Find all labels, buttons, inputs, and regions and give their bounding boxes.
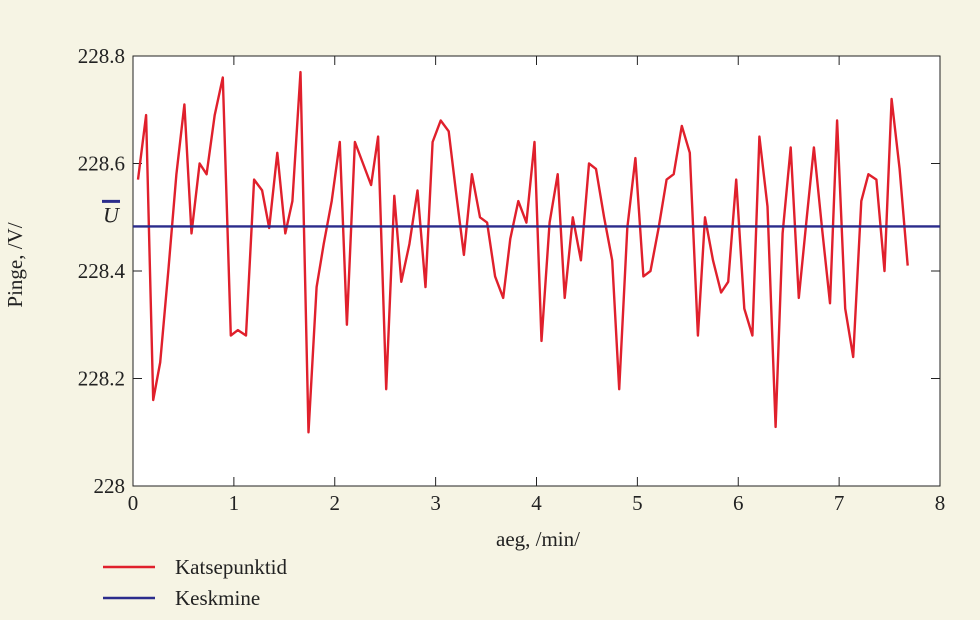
y-tick-label: 228 [94, 474, 126, 498]
x-tick-label: 5 [632, 491, 643, 515]
x-tick-label: 2 [330, 491, 341, 515]
plot-area-frame [132, 55, 941, 487]
x-tick-label: 8 [935, 491, 946, 515]
axis-ticks [132, 55, 941, 487]
tick-labels: 0 1 2 3 4 5 6 7 8 228 228.2 228.4 228.6 228.8 [78, 44, 946, 515]
y-tick-label: 228.4 [78, 259, 126, 283]
y-tick-label: 228.8 [78, 44, 125, 68]
x-tick-label: 7 [834, 491, 845, 515]
series-line-katsepunktid [136, 70, 909, 434]
mean-symbol-label: U [103, 202, 121, 227]
y-axis-label: Pinge, /V/ [3, 222, 27, 307]
x-tick-label: 1 [229, 491, 240, 515]
x-tick-label: 0 [128, 491, 139, 515]
mean-annotation: U [102, 199, 121, 227]
x-tick-label: 4 [531, 491, 542, 515]
x-tick-label: 3 [430, 491, 441, 515]
x-tick-label: 6 [733, 491, 744, 515]
legend: Katsepunktid Keskmine [103, 555, 287, 610]
legend-label: Katsepunktid [175, 555, 287, 579]
legend-label: Keskmine [175, 586, 260, 610]
x-axis-label: aeg, /min/ [496, 527, 580, 551]
y-tick-label: 228.2 [78, 367, 125, 391]
series-lines [133, 70, 940, 434]
y-tick-label: 228.6 [78, 152, 125, 176]
